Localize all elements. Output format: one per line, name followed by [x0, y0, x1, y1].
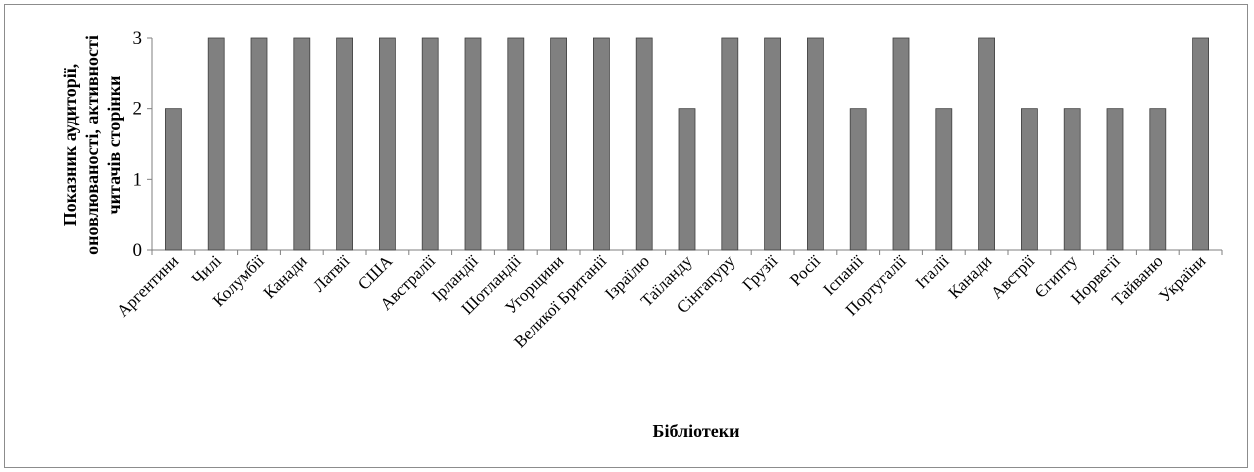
- y-tick-label: 3: [133, 28, 143, 49]
- bar-1: [164, 108, 182, 251]
- bar-14: [721, 37, 739, 251]
- x-category-label: Канади: [944, 251, 995, 302]
- y-tick-label: 0: [133, 240, 143, 261]
- y-axis-title-line-1: Показник аудиторії,: [60, 64, 80, 227]
- y-tick-label: 2: [133, 99, 143, 120]
- x-category-label: Австрії: [987, 251, 1038, 302]
- x-category-label: Латвії: [309, 251, 353, 295]
- bar-13: [678, 108, 696, 251]
- bar-15: [764, 37, 781, 251]
- x-category-label: Канади: [260, 251, 311, 302]
- bar-7: [421, 37, 439, 251]
- bar-18: [892, 37, 910, 251]
- bar-25: [1192, 37, 1209, 251]
- bar-11: [593, 37, 610, 251]
- x-category-label: Грузії: [739, 251, 782, 294]
- x-axis-title: Бібліотеки: [653, 421, 740, 441]
- bar-22: [1063, 108, 1081, 251]
- bar-24: [1149, 108, 1167, 251]
- bar-5: [336, 37, 354, 251]
- bar-16: [807, 37, 824, 251]
- y-axis-title-line-3: читачів сторінки: [104, 76, 124, 215]
- bar-12: [635, 37, 653, 251]
- bar-6: [378, 37, 396, 251]
- bar-9: [507, 37, 525, 251]
- bar-2: [207, 37, 225, 251]
- bar-19: [935, 108, 953, 251]
- bar-17: [849, 108, 867, 251]
- bar-21: [1021, 108, 1038, 251]
- bar-8: [464, 37, 482, 251]
- bar-10: [550, 37, 567, 251]
- y-axis-title: Показник аудиторії, оновлюваності, актив…: [60, 35, 124, 255]
- y-tick-label: 1: [133, 169, 143, 190]
- bar-3: [250, 37, 268, 251]
- y-axis-title-line-2: оновлюваності, активності: [82, 35, 102, 255]
- bar-4: [293, 37, 311, 251]
- bar-23: [1106, 108, 1124, 251]
- x-category-label: Чилі: [188, 251, 225, 288]
- x-category-label: Росії: [786, 251, 824, 289]
- x-category-label: України: [1155, 251, 1209, 305]
- x-category-label: Аргентини: [113, 251, 182, 320]
- bar-20: [978, 37, 995, 251]
